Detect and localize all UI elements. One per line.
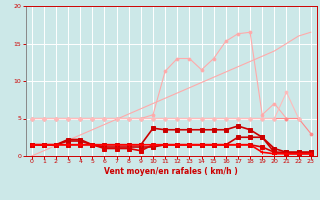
X-axis label: Vent moyen/en rafales ( km/h ): Vent moyen/en rafales ( km/h ) (104, 167, 238, 176)
